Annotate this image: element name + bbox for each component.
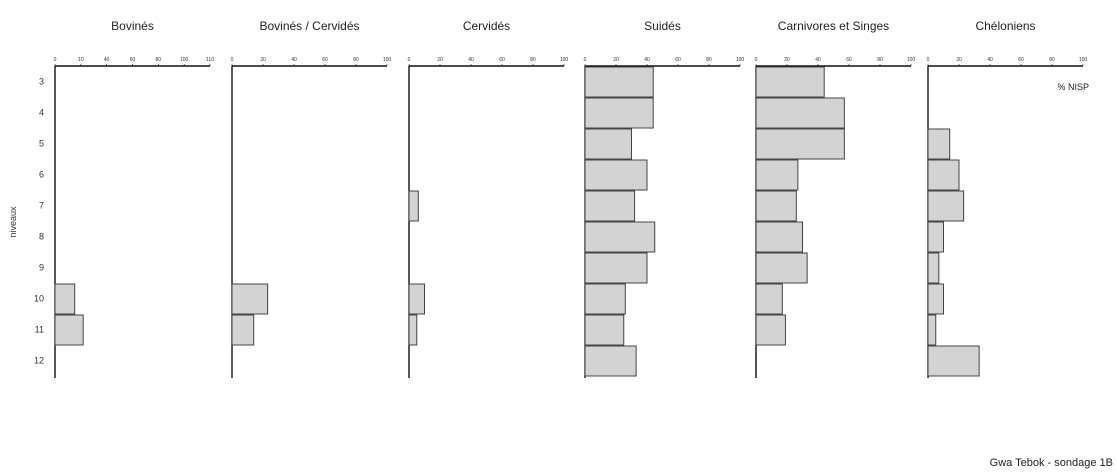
- level-label: 3: [39, 77, 44, 87]
- panel-title: Chéloniens: [975, 19, 1035, 33]
- tick-label: 80: [1049, 57, 1055, 63]
- bar: [408, 314, 418, 346]
- tick-label: 40: [987, 57, 993, 63]
- tick-label: 60: [1018, 57, 1024, 63]
- unit-label: % NISP: [1057, 82, 1089, 92]
- tick-label: 40: [468, 57, 474, 63]
- bar: [584, 66, 654, 98]
- tick-label: 40: [644, 57, 650, 63]
- tick-label: 20: [613, 57, 619, 63]
- bar: [927, 314, 937, 346]
- bar: [927, 252, 940, 284]
- bar: [755, 283, 783, 315]
- tick-label: 20: [437, 57, 443, 63]
- tick-label: 0: [927, 57, 930, 63]
- panel-title: Bovinés: [111, 19, 154, 33]
- tick-label: 80: [353, 57, 359, 63]
- panel-title: Bovinés / Cervidés: [259, 19, 359, 33]
- tick-label: 10: [78, 57, 84, 63]
- tick-label: 60: [675, 57, 681, 63]
- bar: [755, 221, 803, 253]
- bar: [584, 252, 648, 284]
- panel: Carnivores et Singes 0 20 40 60 80 100: [755, 19, 916, 378]
- bar: [755, 128, 845, 160]
- panel-title: Suidés: [644, 19, 681, 33]
- figure-caption: Gwa Tebok - sondage 1B: [990, 457, 1113, 469]
- bar: [54, 283, 76, 315]
- tick-label: 20: [260, 57, 266, 63]
- tick-label: 40: [815, 57, 821, 63]
- tick-label: 60: [322, 57, 328, 63]
- bar: [584, 128, 632, 160]
- tick-label: 100: [1079, 57, 1088, 63]
- bar: [755, 190, 797, 222]
- panel: Bovinés / Cervidés 0 20 40 60 80 100: [231, 19, 392, 378]
- bar: [408, 190, 419, 222]
- bar: [584, 283, 626, 315]
- level-label: 7: [39, 201, 44, 211]
- tick-label: 100: [907, 57, 916, 63]
- panel: Bovinés 0 10 40 60 80 100 110: [54, 19, 214, 378]
- tick-label: 80: [530, 57, 536, 63]
- bar: [584, 190, 636, 222]
- bar: [927, 345, 980, 377]
- y-axis-title: niveaux: [8, 206, 18, 238]
- level-label: 10: [34, 294, 44, 304]
- bar: [584, 97, 654, 129]
- bar: [755, 314, 786, 346]
- level-label: 9: [39, 263, 44, 273]
- panel-title: Carnivores et Singes: [778, 19, 889, 33]
- tick-label: 0: [54, 57, 57, 63]
- level-label: 4: [39, 108, 44, 118]
- bar: [755, 97, 845, 129]
- tick-label: 100: [736, 57, 745, 63]
- panel: Chéloniens 0 20 40 60 80 100: [927, 19, 1088, 378]
- bar: [927, 283, 944, 315]
- level-label: 5: [39, 139, 44, 149]
- bar: [927, 159, 960, 191]
- bar: [755, 252, 808, 284]
- tick-label: 80: [706, 57, 712, 63]
- tick-label: 100: [560, 57, 569, 63]
- tick-label: 20: [956, 57, 962, 63]
- bar: [584, 221, 656, 253]
- bar: [54, 314, 84, 346]
- level-label: 11: [35, 325, 44, 335]
- panel: Cervidés 0 20 40 60 80 100: [408, 19, 569, 378]
- tick-label: 60: [130, 57, 136, 63]
- bar: [408, 283, 425, 315]
- level-label: 8: [39, 232, 44, 242]
- level-label: 12: [34, 356, 44, 366]
- tick-label: 100: [180, 57, 189, 63]
- tick-label: 80: [156, 57, 162, 63]
- bar: [231, 314, 255, 346]
- tick-label: 0: [408, 57, 411, 63]
- level-label: 6: [39, 170, 44, 180]
- tick-label: 20: [784, 57, 790, 63]
- bar: [755, 159, 799, 191]
- panel: Suidés 0 20 40 60 80 100: [584, 19, 745, 378]
- tick-label: 80: [877, 57, 883, 63]
- tick-label: 0: [755, 57, 758, 63]
- bar: [584, 345, 637, 377]
- bar: [927, 190, 965, 222]
- tick-label: 40: [291, 57, 297, 63]
- tick-label: 40: [104, 57, 110, 63]
- tick-label: 110: [206, 57, 214, 63]
- tick-label: 60: [846, 57, 852, 63]
- tick-label: 0: [231, 57, 234, 63]
- bar: [755, 66, 825, 98]
- tick-label: 60: [499, 57, 505, 63]
- bar: [927, 221, 944, 253]
- bar: [927, 128, 951, 160]
- bar: [584, 314, 625, 346]
- panel-title: Cervidés: [463, 19, 510, 33]
- tick-label: 0: [584, 57, 587, 63]
- tick-label: 100: [383, 57, 392, 63]
- bar: [584, 159, 648, 191]
- bar: [231, 283, 269, 315]
